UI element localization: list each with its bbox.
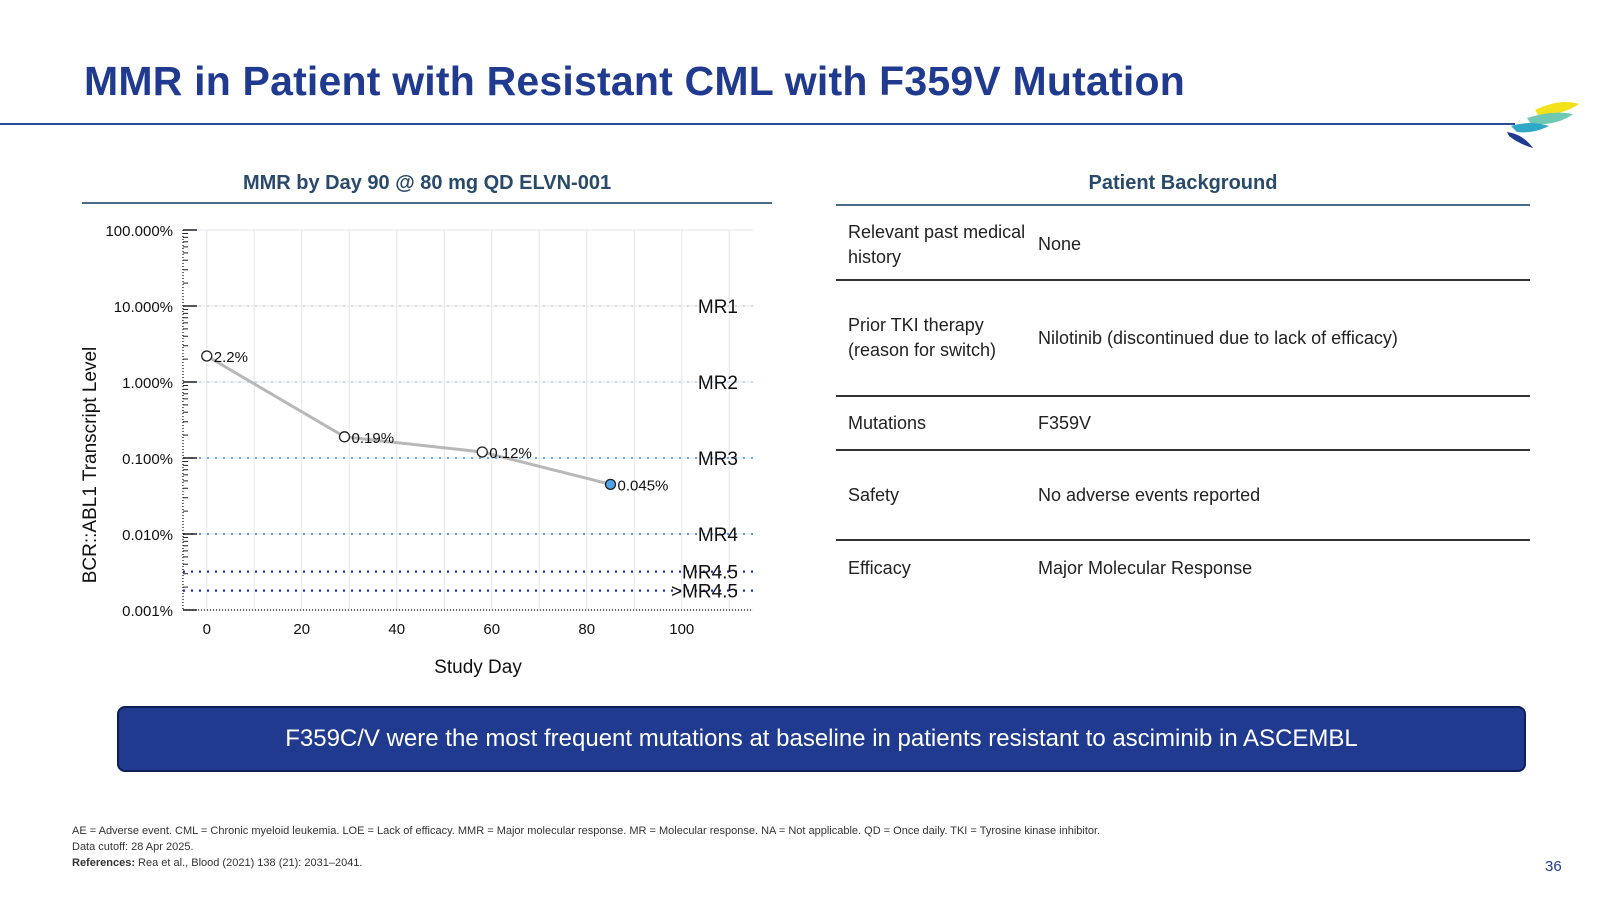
y-tick-label: 0.010% bbox=[122, 527, 173, 544]
patient-background-table: Relevant past medical history None Prior… bbox=[836, 210, 1530, 595]
reference-line-label: MR1 bbox=[698, 297, 738, 318]
slide-title: MMR in Patient with Resistant CML with F… bbox=[84, 58, 1185, 104]
row-value: Major Molecular Response bbox=[1038, 557, 1253, 578]
row-value: Nilotinib (discontinued due to lack of e… bbox=[1038, 327, 1398, 348]
row-label: Safety bbox=[848, 484, 900, 505]
y-tick-label: 100.000% bbox=[105, 223, 173, 240]
data-label: 2.2% bbox=[214, 349, 248, 366]
title-divider bbox=[0, 123, 1515, 125]
y-tick-label: 0.001% bbox=[122, 603, 173, 620]
table-row: Efficacy Major Molecular Response bbox=[836, 541, 1530, 595]
background-heading-divider bbox=[836, 204, 1530, 206]
reference-line-label: MR4.5 bbox=[682, 563, 738, 584]
data-point bbox=[604, 478, 617, 491]
table-row: Safety No adverse events reported bbox=[836, 451, 1530, 541]
x-tick-label: 40 bbox=[388, 621, 405, 638]
row-value: None bbox=[1038, 234, 1082, 254]
reference-line-label: MR3 bbox=[698, 449, 738, 470]
data-cutoff-footnote: Data cutoff: 28 Apr 2025. bbox=[72, 841, 194, 853]
y-axis-label: BCR::ABL1 Transcript Level bbox=[80, 347, 101, 584]
y-tick-label: 1.000% bbox=[122, 375, 173, 392]
abbreviations-footnote: AE = Adverse event. CML = Chronic myeloi… bbox=[72, 825, 1101, 837]
row-label: Prior TKI therapy (reason for switch) bbox=[848, 315, 997, 360]
chart-grid bbox=[183, 229, 753, 611]
background-heading: Patient Background bbox=[1088, 172, 1278, 194]
references-text: Rea et al., Blood (2021) 138 (21): 2031–… bbox=[138, 857, 363, 869]
y-tick-label: 10.000% bbox=[114, 299, 173, 316]
row-label: Relevant past medical history bbox=[848, 221, 1026, 267]
reference-lines: MR1 MR2 MR3 MR4 MR4.5>MR4.5 bbox=[183, 297, 753, 603]
row-label: Efficacy bbox=[848, 557, 911, 578]
x-tick-label: 100 bbox=[669, 621, 694, 638]
references-label: References: bbox=[72, 857, 135, 869]
key-finding-callout: F359C/V were the most frequent mutations… bbox=[117, 706, 1526, 772]
row-value: F359V bbox=[1038, 412, 1092, 433]
data-label: 0.19% bbox=[352, 430, 395, 447]
chart-series: 2.2% 0.19% 0.12% 0.045% bbox=[201, 349, 669, 494]
chart-heading-divider bbox=[82, 202, 772, 204]
callout-text: F359C/V were the most frequent mutations… bbox=[285, 725, 1358, 752]
x-tick-label: 0 bbox=[203, 621, 211, 638]
row-value: No adverse events reported bbox=[1038, 484, 1261, 505]
data-label: 0.12% bbox=[489, 445, 532, 462]
x-tick-label: 20 bbox=[293, 621, 310, 638]
x-tick-label: 80 bbox=[578, 621, 595, 638]
table-row: Mutations F359V bbox=[836, 397, 1530, 451]
table-row: Prior TKI therapy (reason for switch) Ni… bbox=[836, 281, 1530, 397]
table-row: Relevant past medical history None bbox=[836, 210, 1530, 281]
data-label: 0.045% bbox=[618, 477, 669, 494]
series-line bbox=[205, 354, 611, 486]
data-point bbox=[476, 446, 488, 458]
y-tick-label: 0.100% bbox=[122, 451, 173, 468]
page-number: 36 bbox=[1545, 858, 1562, 875]
chart-axes: 100.000% 10.000% 1.000% 0.100% 0.010% 0.001% 0… bbox=[105, 223, 753, 638]
company-logo-icon bbox=[1507, 102, 1579, 148]
chart-heading: MMR by Day 90 @ 80 mg QD ELVN-001 bbox=[242, 172, 612, 194]
x-axis-label: Study Day bbox=[434, 657, 522, 678]
reference-line-label: MR2 bbox=[698, 373, 738, 394]
reference-line-label: MR4 bbox=[698, 525, 739, 546]
reference-line-label: >MR4.5 bbox=[671, 582, 738, 603]
row-label: Mutations bbox=[848, 412, 927, 433]
data-point bbox=[338, 431, 351, 443]
references-footnote: References: Rea et al., Blood (2021) 138… bbox=[72, 857, 362, 869]
data-point bbox=[201, 350, 213, 362]
x-tick-label: 60 bbox=[483, 621, 500, 638]
